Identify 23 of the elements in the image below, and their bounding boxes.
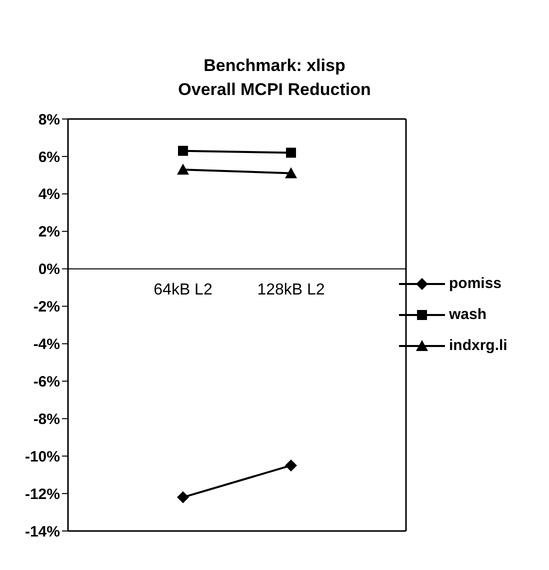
x-tick-label: 128kB L2: [257, 282, 325, 299]
y-tick-label: 2%: [38, 224, 60, 241]
y-tick-label: 0%: [38, 261, 60, 278]
point: [177, 491, 189, 504]
point: [178, 146, 188, 156]
legend-label: indxrg.li: [449, 337, 508, 354]
y-tick-label: -10%: [24, 448, 60, 466]
y-tick-label: 4%: [38, 186, 60, 204]
y-tick-label: -8%: [33, 410, 60, 428]
chart-title: Benchmark: xlisp: [202, 55, 346, 77]
x-tick-label: 64kB L2: [154, 282, 212, 299]
y-tick-label: 8%: [38, 111, 60, 128]
y-tick-label: 6%: [38, 148, 60, 166]
y-tick-label: -14%: [24, 523, 60, 540]
y-tick-label: -12%: [24, 486, 60, 503]
point: [286, 148, 296, 158]
y-tick-label: -6%: [33, 374, 60, 391]
chart-subtitle: Overall MCPI Reduction: [177, 79, 372, 101]
y-tick-label: -4%: [33, 336, 60, 354]
legend-label: pomiss: [449, 275, 502, 292]
y-tick-label: -2%: [33, 298, 60, 316]
legend-label: wash: [449, 306, 487, 323]
point: [285, 459, 297, 472]
